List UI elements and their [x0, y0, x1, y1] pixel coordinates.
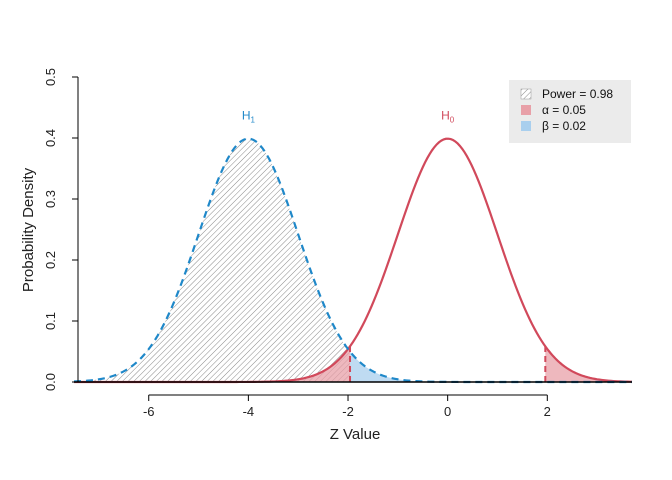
y-tick-label: 0.1 [43, 312, 58, 330]
shaded-regions [74, 138, 632, 382]
axes: -6 -4 -2 0 2 0.0 0.1 0.2 0.3 0.4 0.5 [43, 68, 632, 419]
y-tick-label: 0.2 [43, 251, 58, 269]
legend-swatch [520, 88, 532, 100]
curve-label-h1: H1 [242, 109, 256, 125]
legend-label: α = 0.05 [542, 103, 586, 117]
x-tick-label: -4 [243, 404, 255, 419]
legend-label: Power = 0.98 [542, 87, 613, 101]
curve-labels: H0 H1 [242, 109, 455, 125]
y-axis-label: Probability Density [20, 167, 37, 292]
power-region [74, 138, 351, 382]
y-tick-label: 0.3 [43, 190, 58, 208]
legend-label: β = 0.02 [542, 119, 586, 133]
x-axis-label: Z Value [330, 426, 381, 443]
alpha-region [545, 346, 632, 382]
x-tick-label: 0 [444, 404, 451, 419]
y-tick-label: 0.4 [43, 129, 58, 147]
critical-value-lines [349, 346, 547, 382]
x-tick-label: 2 [544, 404, 551, 419]
y-tick-label: 0.0 [43, 373, 58, 391]
alpha-region [74, 346, 351, 382]
y-tick-label: 0.5 [43, 68, 58, 86]
legend-swatch [521, 105, 531, 115]
x-tick-label: -6 [143, 404, 155, 419]
curve-label-h0: H0 [441, 109, 455, 125]
legend: Power = 0.98 α = 0.05 β = 0.02 [509, 80, 631, 143]
legend-swatch [521, 121, 531, 131]
x-tick-label: -2 [342, 404, 354, 419]
beta-region [350, 351, 632, 382]
